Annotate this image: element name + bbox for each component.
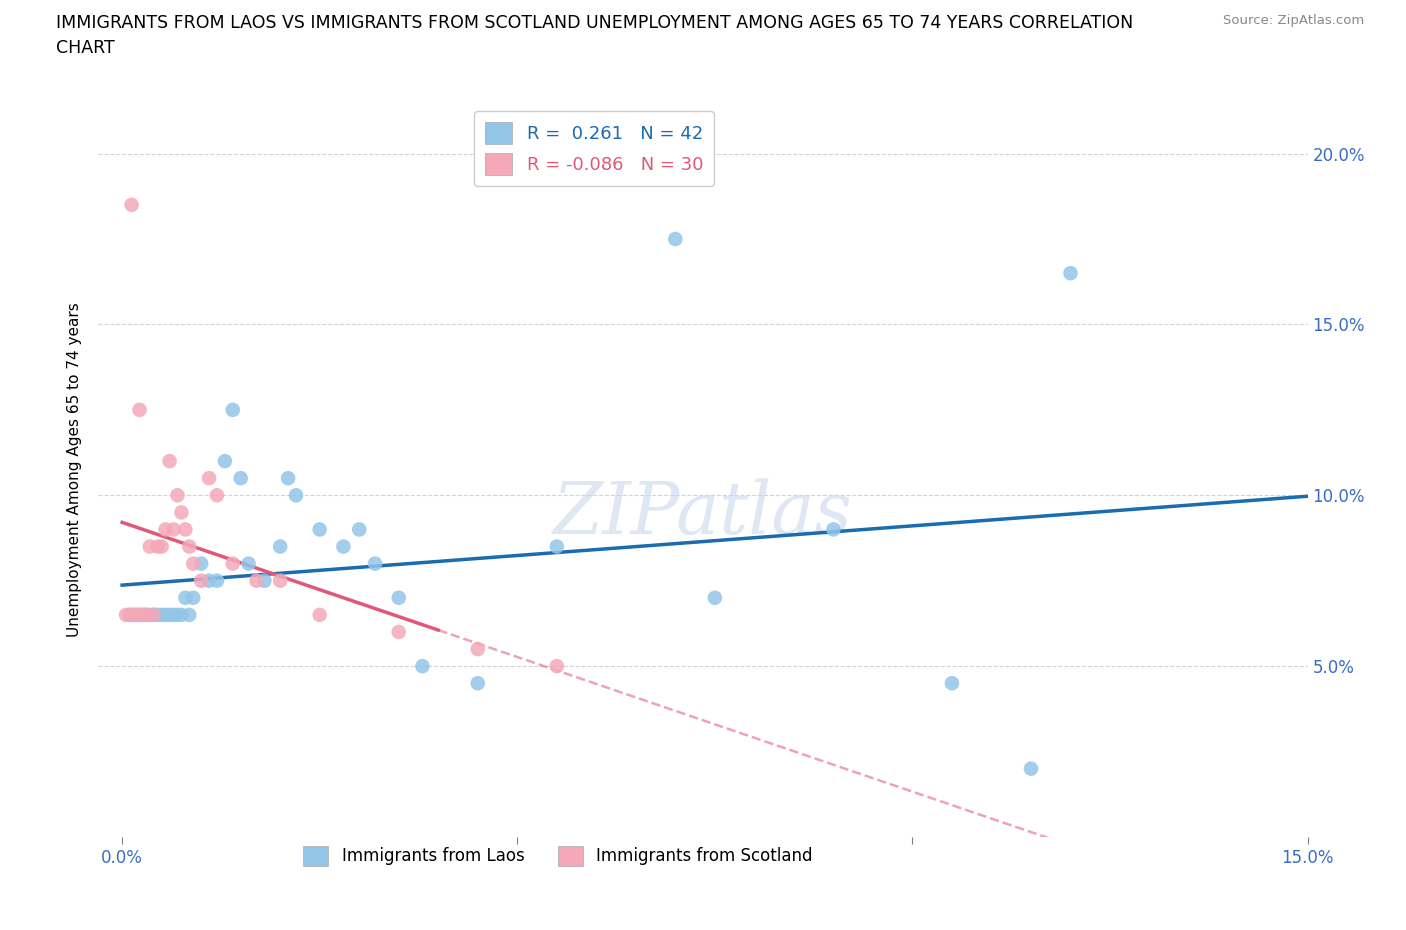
Point [118,607,141,622]
Point [181,591,204,605]
Point [121,197,143,212]
Point [222,556,245,571]
Point [546,658,568,673]
Point [170,607,193,622]
Text: Source: ZipAtlas.com: Source: ZipAtlas.com [1223,14,1364,27]
Point [190,556,212,571]
Point [162,607,184,622]
Point [127,607,149,622]
Point [308,522,330,537]
Point [1019,762,1042,777]
Point [941,676,963,691]
Point [146,539,169,554]
Point [411,658,433,673]
Point [388,625,411,640]
Point [467,642,489,657]
Point [139,607,162,622]
Point [170,505,193,520]
Point [150,607,173,622]
Point [205,573,228,588]
Point [146,607,169,622]
Point [128,403,150,418]
Point [155,607,177,622]
Point [190,573,212,588]
Point [238,556,260,571]
Point [467,676,489,691]
Point [181,556,204,571]
Point [166,607,188,622]
Point [150,539,173,554]
Point [269,573,291,588]
Point [245,573,267,588]
Point [364,556,387,571]
Legend: Immigrants from Laos, Immigrants from Scotland: Immigrants from Laos, Immigrants from Sc… [297,839,820,872]
Point [131,607,153,622]
Text: CHART: CHART [56,39,115,57]
Text: IMMIGRANTS FROM LAOS VS IMMIGRANTS FROM SCOTLAND UNEMPLOYMENT AMONG AGES 65 TO 7: IMMIGRANTS FROM LAOS VS IMMIGRANTS FROM … [56,14,1133,32]
Point [174,591,197,605]
Point [142,607,165,622]
Point [229,471,252,485]
Point [122,607,145,622]
Point [142,607,165,622]
Point [135,607,157,622]
Point [122,607,145,622]
Point [139,539,162,554]
Point [166,488,188,503]
Point [1059,266,1081,281]
Text: ZIPatlas: ZIPatlas [553,478,853,549]
Point [253,573,276,588]
Point [347,522,370,537]
Y-axis label: Unemployment Among Ages 65 to 74 years: Unemployment Among Ages 65 to 74 years [67,302,83,637]
Point [179,607,201,622]
Point [162,522,184,537]
Point [155,522,177,537]
Point [115,607,138,622]
Point [222,403,245,418]
Point [135,607,157,622]
Point [118,607,141,622]
Point [174,522,197,537]
Point [664,232,686,246]
Point [159,607,181,622]
Point [269,539,291,554]
Point [214,454,236,469]
Point [131,607,153,622]
Point [388,591,411,605]
Point [823,522,845,537]
Point [277,471,299,485]
Point [285,488,308,503]
Point [198,573,221,588]
Point [127,607,149,622]
Point [546,539,568,554]
Point [332,539,354,554]
Point [159,454,181,469]
Point [205,488,228,503]
Point [179,539,201,554]
Point [308,607,330,622]
Point [198,471,221,485]
Point [703,591,725,605]
